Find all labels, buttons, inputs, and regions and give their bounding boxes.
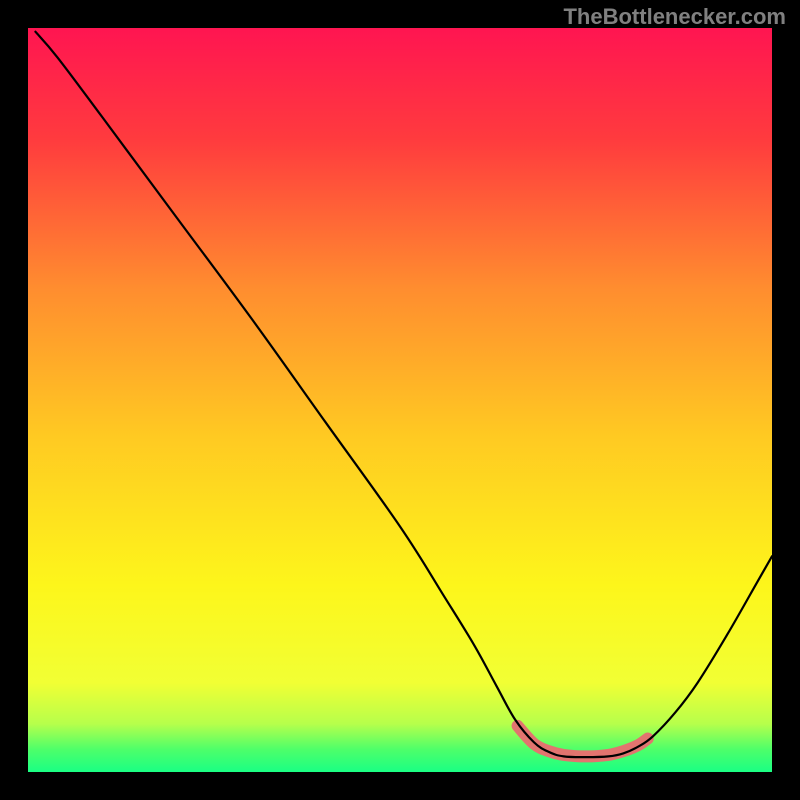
gradient-background xyxy=(28,28,772,772)
chart-area xyxy=(28,28,772,772)
watermark-label: TheBottlenecker.com xyxy=(563,4,786,30)
bottleneck-curve-chart xyxy=(28,28,772,772)
